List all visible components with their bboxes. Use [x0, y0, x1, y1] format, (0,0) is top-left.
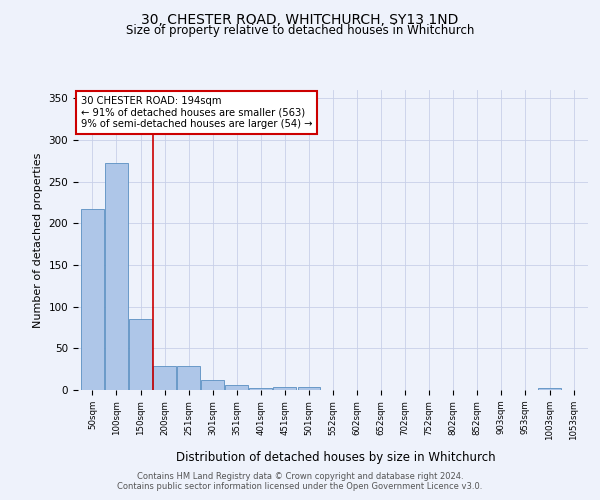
Text: 30, CHESTER ROAD, WHITCHURCH, SY13 1ND: 30, CHESTER ROAD, WHITCHURCH, SY13 1ND: [142, 12, 458, 26]
Y-axis label: Number of detached properties: Number of detached properties: [33, 152, 43, 328]
Bar: [129, 319, 152, 390]
Bar: [177, 366, 200, 390]
Bar: [105, 164, 128, 390]
Bar: [81, 209, 104, 390]
Text: Size of property relative to detached houses in Whitchurch: Size of property relative to detached ho…: [126, 24, 474, 37]
Bar: [153, 366, 176, 390]
Bar: [250, 388, 272, 390]
Bar: [274, 386, 296, 390]
Text: Contains public sector information licensed under the Open Government Licence v3: Contains public sector information licen…: [118, 482, 482, 491]
Bar: [298, 386, 320, 390]
Bar: [538, 388, 561, 390]
Text: Contains HM Land Registry data © Crown copyright and database right 2024.: Contains HM Land Registry data © Crown c…: [137, 472, 463, 481]
Bar: [201, 380, 224, 390]
Text: Distribution of detached houses by size in Whitchurch: Distribution of detached houses by size …: [176, 451, 496, 464]
Text: 30 CHESTER ROAD: 194sqm
← 91% of detached houses are smaller (563)
9% of semi-de: 30 CHESTER ROAD: 194sqm ← 91% of detache…: [80, 96, 312, 129]
Bar: [226, 385, 248, 390]
